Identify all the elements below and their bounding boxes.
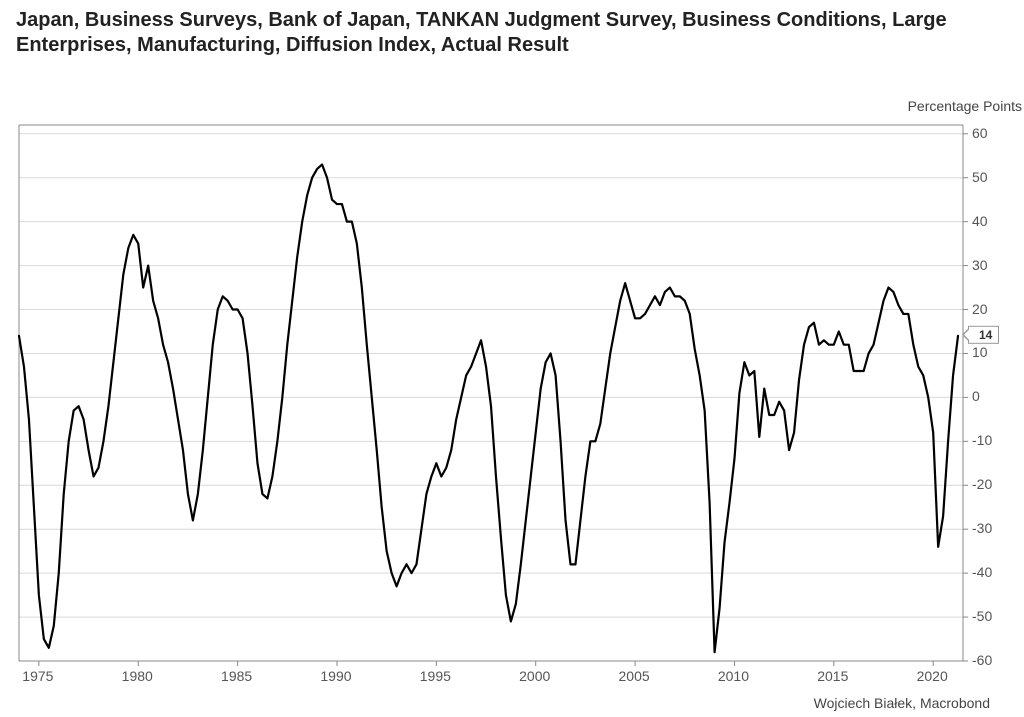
y-tick-label: 60 — [972, 125, 988, 141]
y-tick-label: 40 — [972, 213, 988, 229]
credit-line: Wojciech Białek, Macrobond — [814, 695, 990, 711]
x-tick-label: 2005 — [619, 668, 650, 684]
y-axis-label: Percentage Points — [902, 98, 1022, 114]
y-tick-label: -60 — [972, 652, 992, 668]
y-tick-label: 30 — [972, 257, 988, 273]
last-value-text: 14 — [979, 328, 992, 342]
y-tick-label: -30 — [972, 520, 992, 536]
x-tick-label: 2020 — [917, 668, 948, 684]
y-tick-label: 10 — [972, 344, 988, 360]
x-tick-label: 1975 — [22, 668, 53, 684]
x-tick-label: 1985 — [221, 668, 252, 684]
x-tick-label: 1990 — [320, 668, 351, 684]
x-tick-label: 2010 — [718, 668, 749, 684]
x-tick-label: 1995 — [420, 668, 451, 684]
y-tick-label: 20 — [972, 301, 988, 317]
chart-title: Japan, Business Surveys, Bank of Japan, … — [16, 8, 984, 58]
x-tick-label: 2000 — [519, 668, 550, 684]
x-tick-label: 2015 — [817, 668, 848, 684]
last-value-flag: 14 — [968, 326, 999, 344]
y-tick-label: -20 — [972, 476, 992, 492]
line-chart — [18, 124, 970, 668]
x-tick-label: 1980 — [122, 668, 153, 684]
y-tick-label: -40 — [972, 564, 992, 580]
y-tick-label: 50 — [972, 169, 988, 185]
y-tick-label: -10 — [972, 432, 992, 448]
y-tick-label: -50 — [972, 608, 992, 624]
y-tick-label: 0 — [972, 388, 980, 404]
